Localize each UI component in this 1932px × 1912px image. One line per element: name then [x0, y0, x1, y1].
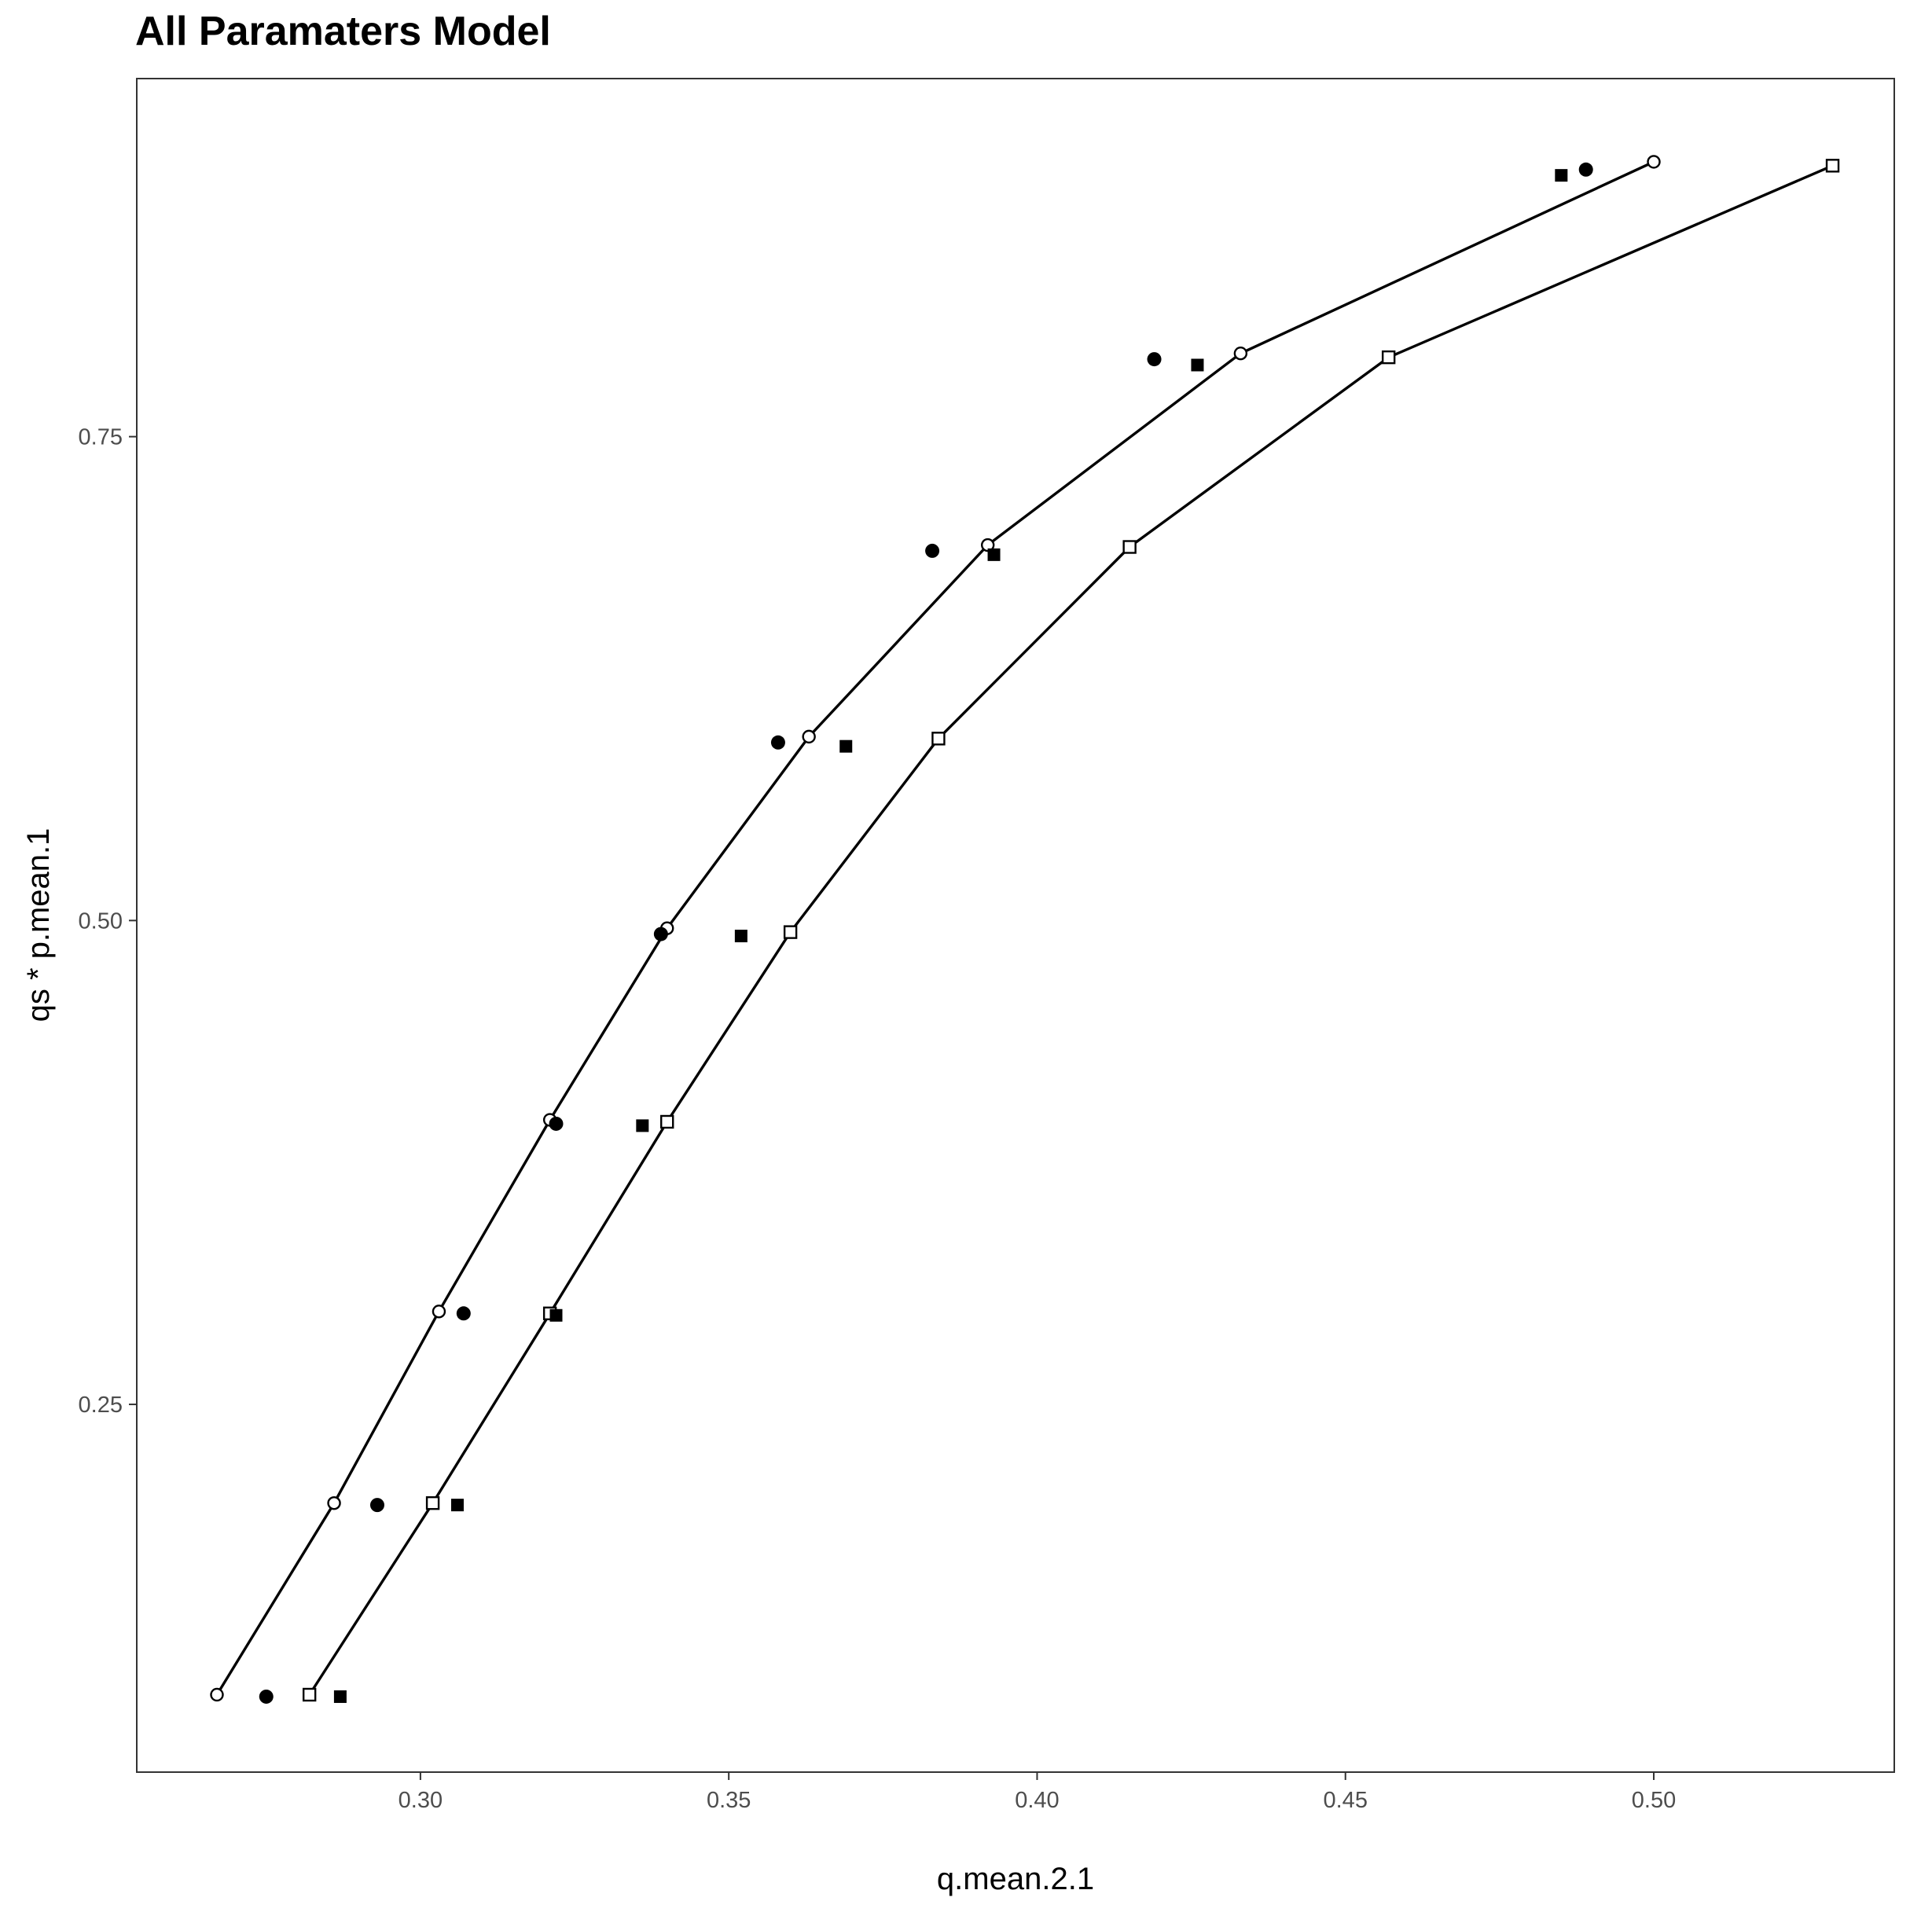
data-point-s0-8: [1647, 155, 1661, 169]
x-tick-label: 0.30: [399, 1788, 443, 1813]
data-point-s2-8: [1578, 162, 1593, 177]
data-point-s3-7: [1191, 358, 1204, 372]
data-point-s3-6: [987, 548, 1001, 561]
data-point-s1-0: [302, 1687, 317, 1702]
data-point-s0-0: [210, 1687, 224, 1702]
data-point-s2-7: [1147, 352, 1162, 367]
data-point-s3-2: [549, 1308, 563, 1322]
x-axis: 0.30 0.35 0.40 0.45 0.50: [399, 1772, 1676, 1813]
series-points: [210, 155, 1840, 1704]
data-point-s1-4: [783, 925, 798, 939]
data-point-s1-5: [931, 732, 946, 746]
data-point-s1-6: [1122, 540, 1137, 554]
data-point-s1-7: [1381, 350, 1396, 365]
plot-panel: [136, 78, 1895, 1773]
data-point-s1-8: [1825, 159, 1840, 173]
data-point-s2-4: [653, 927, 668, 941]
data-point-s2-2: [456, 1306, 471, 1321]
y-tick-label: 0.25: [79, 1393, 123, 1418]
x-tick-label: 0.35: [707, 1788, 751, 1813]
data-point-s3-1: [450, 1499, 464, 1512]
data-point-s3-3: [636, 1119, 649, 1132]
data-point-s2-0: [259, 1689, 274, 1704]
y-axis: 0.25 0.50 0.75: [79, 425, 137, 1418]
data-point-s2-1: [369, 1498, 384, 1513]
y-axis-title: qs * p.mean.1: [21, 828, 56, 1022]
data-point-s0-5: [802, 729, 816, 744]
chart-title: All Paramaters Model: [135, 9, 551, 54]
x-tick-label: 0.50: [1632, 1788, 1676, 1813]
data-point-s0-2: [432, 1305, 446, 1319]
data-point-s0-1: [327, 1495, 341, 1510]
y-tick-label: 0.75: [79, 425, 123, 450]
data-point-s0-7: [1233, 347, 1248, 361]
x-tick-label: 0.45: [1324, 1788, 1368, 1813]
data-point-s3-4: [734, 930, 747, 943]
y-tick-label: 0.50: [79, 908, 123, 934]
x-tick-label: 0.40: [1015, 1788, 1059, 1813]
data-point-s3-0: [333, 1690, 347, 1703]
x-axis-title: q.mean.2.1: [937, 1862, 1094, 1896]
data-point-s2-3: [549, 1116, 564, 1131]
data-point-s2-5: [770, 735, 785, 750]
data-point-s3-5: [839, 739, 853, 753]
data-point-s1-3: [660, 1114, 674, 1129]
data-point-s1-1: [425, 1495, 440, 1510]
data-point-s2-6: [925, 543, 940, 558]
data-point-s3-8: [1555, 169, 1568, 182]
